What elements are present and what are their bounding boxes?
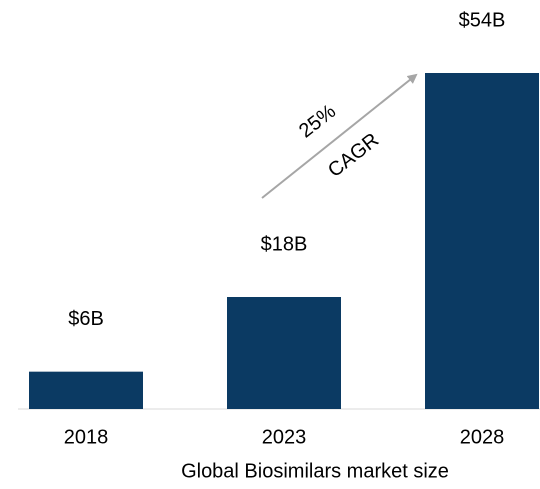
x-tick-label: 2018 — [64, 426, 109, 448]
annotation: CAGR — [324, 129, 383, 182]
x-tick-label: 2023 — [262, 426, 307, 448]
bar — [227, 297, 341, 409]
x-tick-label: 2028 — [460, 426, 505, 448]
bar — [425, 73, 539, 409]
value-label: $18B — [261, 233, 308, 255]
annotation: 25% — [295, 100, 340, 142]
value-label: $54B — [459, 9, 506, 31]
cagr-arrow — [261, 73, 418, 199]
bar — [29, 371, 143, 409]
x-axis-label: Global Biosimilars market size — [181, 460, 449, 482]
value-label: $6B — [68, 308, 104, 330]
